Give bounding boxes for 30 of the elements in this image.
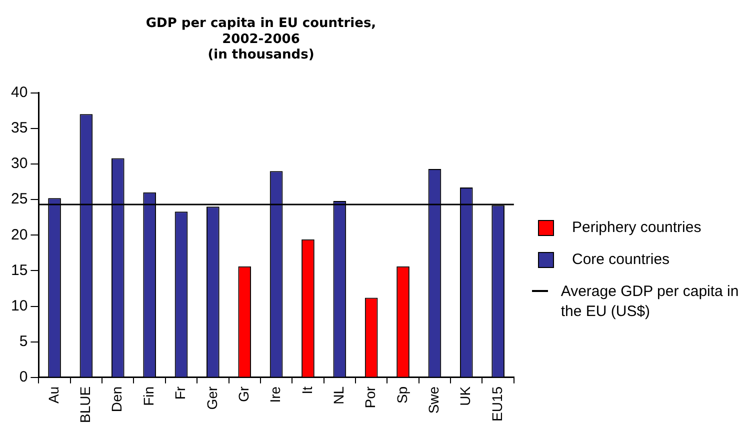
text: GDP per capita in EU countries,	[146, 16, 376, 32]
y-tick-label: 20	[10, 226, 28, 244]
y-tick-label: 15	[10, 262, 28, 279]
y-tick-label: 5	[19, 332, 28, 350]
x-tick-label: Swe	[426, 386, 442, 414]
text: (in thousands)	[208, 47, 314, 62]
legend-label: Core countries	[572, 250, 670, 270]
x-tick-label: Por	[362, 386, 378, 408]
y-tick-label: 40	[10, 84, 28, 101]
y-tick-label: 25	[10, 190, 28, 208]
legend-label: Periphery countries	[572, 218, 702, 238]
x-tick-label: UK	[457, 386, 474, 406]
x-tick-label: Fr	[172, 386, 188, 400]
y-tick-label: 30	[10, 155, 28, 172]
x-tick-label: BLUE	[77, 386, 94, 424]
x-tick-label: It	[298, 386, 315, 394]
x-tick-label: Ger	[204, 386, 220, 410]
x-tick-label: Fin	[140, 386, 156, 406]
y-tick-label: 35	[10, 120, 28, 137]
x-tick-label: Au	[45, 386, 62, 404]
text: 2002-2006	[222, 32, 300, 47]
y-tick-label: 10	[10, 297, 28, 314]
x-tick-label: Ire	[267, 386, 284, 403]
x-tick-label: Sp	[394, 386, 410, 404]
x-tick-label: EU15	[488, 386, 505, 422]
x-tick-label: NL	[330, 386, 347, 404]
legend-label: Average GDP per capita in the EU (US$)	[560, 282, 740, 322]
y-tick-label: 0	[19, 368, 28, 386]
x-tick-label: Gr	[235, 386, 252, 402]
x-tick-label: Den	[108, 386, 125, 412]
